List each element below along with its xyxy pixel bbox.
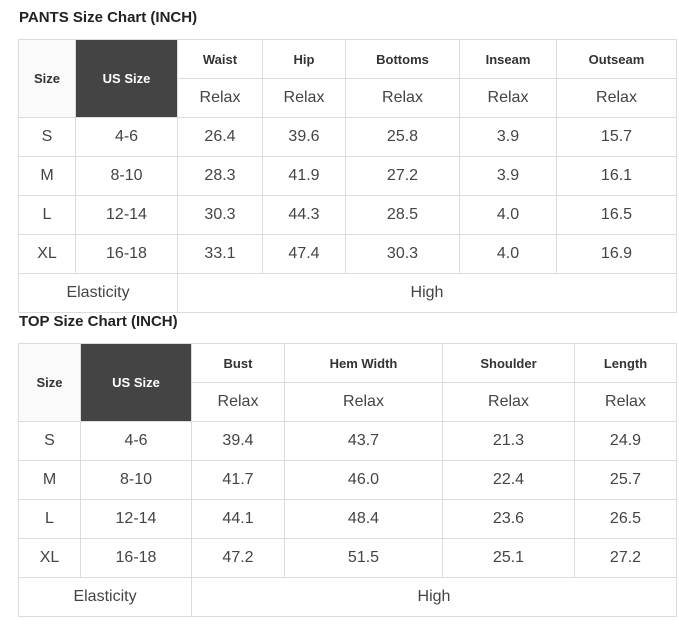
header-cell: Waist [177,39,263,79]
table-cell: L [18,499,81,539]
header-cell: Size [18,39,76,118]
header-cell: US Size [75,39,178,118]
table-row: Elasticity High [18,273,677,313]
header-cell: Hip [262,39,346,79]
table-row: S 4-6 26.4 39.6 25.8 3.9 15.7 [18,117,677,157]
table-cell: 26.5 [574,499,677,539]
table-cell: 26.4 [177,117,263,157]
top-table: Size US Size Bust Hem Width Shoulder Length Re… [18,343,677,617]
table-cell: 25.8 [345,117,460,157]
subheader-cell: Relax [284,382,443,422]
table-cell: 27.2 [345,156,460,196]
table-cell: 41.7 [191,460,285,500]
table-cell: 24.9 [574,421,677,461]
table-cell: 28.3 [177,156,263,196]
table-row: L 12-14 30.3 44.3 28.5 4.0 16.5 [18,195,677,235]
table-cell: 41.9 [262,156,346,196]
subheader-cell: Relax [459,78,557,118]
table-cell: 47.2 [191,538,285,578]
header-cell: Hem Width [284,343,443,383]
table-row: M 8-10 28.3 41.9 27.2 3.9 16.1 [18,156,677,196]
table-cell: 22.4 [442,460,575,500]
table-row: S 4-6 39.4 43.7 21.3 24.9 [18,421,677,461]
table-row: Relax Relax Relax Relax Relax [19,78,677,118]
table-cell: 27.2 [574,538,677,578]
subheader-cell: Relax [262,78,346,118]
table-row: Elasticity High [18,577,677,617]
footer-label: Elasticity [18,273,178,313]
table-cell: 12-14 [75,195,178,235]
table-cell: XL [18,234,76,274]
table-row: XL 16-18 33.1 47.4 30.3 4.0 16.9 [18,234,677,274]
table-cell: 23.6 [442,499,575,539]
header-cell: Length [574,343,677,383]
table-cell: 46.0 [284,460,443,500]
table-cell: 8-10 [75,156,178,196]
table-cell: 33.1 [177,234,263,274]
table-cell: 16-18 [80,538,192,578]
table-cell: 44.1 [191,499,285,539]
table-cell: 44.3 [262,195,346,235]
header-cell: Shoulder [442,343,575,383]
table-cell: 4-6 [80,421,192,461]
table-cell: 25.7 [574,460,677,500]
table-cell: XL [18,538,81,578]
top-title: TOP Size Chart (INCH) [19,313,178,330]
table-row: Size US Size Bust Hem Width Shoulder Length [18,343,677,422]
table-cell: 51.5 [284,538,443,578]
table-row: M 8-10 41.7 46.0 22.4 25.7 [18,460,677,500]
table-cell: 4-6 [75,117,178,157]
subheader-cell: Relax [442,382,575,422]
table-row: Relax Relax Relax Relax [19,382,677,422]
table-row: L 12-14 44.1 48.4 23.6 26.5 [18,499,677,539]
table-cell: 30.3 [177,195,263,235]
table-row: Size US Size Waist Hip Bottoms Inseam Outseam [18,39,677,118]
table-cell: 16-18 [75,234,178,274]
table-cell: 39.4 [191,421,285,461]
pants-table: Size US Size Waist Hip Bottoms Inseam Outseam R… [18,39,677,313]
table-cell: L [18,195,76,235]
table-cell: 39.6 [262,117,346,157]
footer-label: Elasticity [18,577,192,617]
table-cell: 47.4 [262,234,346,274]
table-cell: 15.7 [556,117,677,157]
subheader-cell: Relax [345,78,460,118]
header-cell: US Size [80,343,192,422]
table-cell: 12-14 [80,499,192,539]
pants-title: PANTS Size Chart (INCH) [19,9,198,26]
footer-value: High [191,577,677,617]
table-cell: 8-10 [80,460,192,500]
table-cell: 21.3 [442,421,575,461]
header-cell: Outseam [556,39,677,79]
table-row: XL 16-18 47.2 51.5 25.1 27.2 [18,538,677,578]
table-cell: 16.5 [556,195,677,235]
subheader-cell: Relax [574,382,677,422]
table-cell: 4.0 [459,195,557,235]
table-cell: M [18,460,81,500]
table-cell: S [18,421,81,461]
table-cell: 28.5 [345,195,460,235]
table-cell: S [18,117,76,157]
table-cell: M [18,156,76,196]
subheader-cell: Relax [177,78,263,118]
header-cell: Bottoms [345,39,460,79]
header-cell: Bust [191,343,285,383]
table-cell: 48.4 [284,499,443,539]
table-cell: 16.9 [556,234,677,274]
table-cell: 30.3 [345,234,460,274]
table-cell: 3.9 [459,117,557,157]
table-cell: 4.0 [459,234,557,274]
header-cell: Size [18,343,81,422]
header-cell: Inseam [459,39,557,79]
subheader-cell: Relax [556,78,677,118]
table-cell: 25.1 [442,538,575,578]
subheader-cell: Relax [191,382,285,422]
table-cell: 16.1 [556,156,677,196]
table-cell: 3.9 [459,156,557,196]
footer-value: High [177,273,677,313]
table-cell: 43.7 [284,421,443,461]
